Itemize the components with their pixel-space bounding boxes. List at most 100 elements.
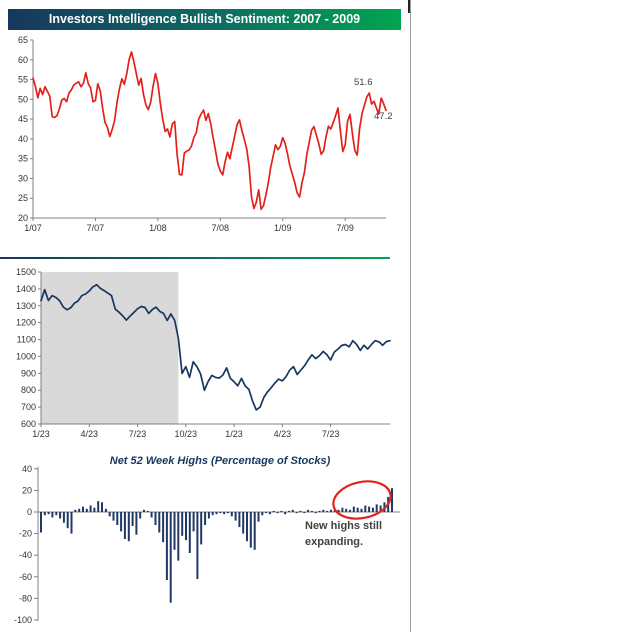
bar (333, 508, 336, 512)
bar (219, 512, 222, 514)
bar (154, 512, 157, 525)
y-tick-label: 600 (21, 419, 36, 429)
net-highs-chart-title: Net 52 Week Highs (Percentage of Stocks) (109, 455, 331, 467)
bar (371, 507, 374, 512)
bar (93, 507, 96, 512)
y-tick-label: 1100 (17, 335, 36, 345)
bar (108, 512, 111, 517)
x-tick-label: 7/07 (87, 223, 105, 233)
bar (307, 509, 310, 512)
section-divider (0, 257, 390, 259)
bar (249, 512, 252, 548)
y-tick-label: -80 (19, 593, 32, 603)
bar (104, 508, 107, 512)
bar (143, 509, 145, 512)
bar (295, 512, 298, 514)
x-tick-label: 1/09 (274, 223, 292, 233)
bar (387, 496, 390, 512)
bar (70, 512, 73, 534)
chart1-title-banner: Investors Intelligence Bullish Sentiment… (8, 9, 401, 30)
report-column: Investors Intelligence Bullish Sentiment… (0, 9, 401, 625)
x-tick-label: 4/23 (81, 429, 99, 439)
bar (265, 512, 268, 514)
bar (226, 512, 229, 514)
column-border (410, 0, 411, 632)
sentiment-peak-label: 51.6 (354, 77, 373, 88)
y-tick-label: -60 (19, 572, 32, 582)
bar (318, 510, 321, 512)
bar (150, 512, 153, 518)
bar (391, 488, 393, 512)
y-tick-label: 60 (18, 55, 28, 65)
bar (345, 508, 348, 512)
bar (43, 512, 46, 516)
y-tick-label: 20 (22, 485, 32, 495)
bar (360, 508, 363, 512)
bar (74, 509, 77, 512)
bar (200, 512, 203, 545)
bar (257, 512, 260, 522)
bar (51, 512, 54, 518)
bar (62, 512, 65, 523)
bar (310, 510, 313, 512)
bar (89, 505, 92, 512)
y-tick-label: 1400 (16, 284, 36, 294)
bar (146, 510, 149, 512)
bar (82, 506, 84, 512)
net-highs-note-line2: expanding. (305, 536, 364, 548)
bar (276, 512, 279, 514)
shaded-band (41, 272, 179, 424)
x-tick-label: 4/23 (274, 429, 292, 439)
bar (196, 512, 199, 579)
bar (112, 512, 115, 521)
bar (97, 501, 100, 512)
bar (127, 512, 130, 542)
bar (47, 512, 50, 515)
cursor-artifact (408, 0, 410, 13)
stock-index-chart: 600 700 800 900 1000 1100 1200 1300 1400 1500 1/23… (16, 267, 391, 439)
bar (280, 510, 283, 512)
stock_index-line (40, 283, 391, 411)
bar (116, 512, 119, 525)
x-tick-label: 1/23 (225, 429, 243, 439)
bar (291, 509, 294, 512)
bar (211, 512, 214, 516)
y-tick-label: 1200 (16, 318, 36, 328)
bar (383, 502, 386, 512)
y-tick-label: 800 (21, 385, 36, 395)
bar (101, 502, 103, 512)
bar (326, 510, 329, 512)
bar (78, 508, 81, 512)
y-tick-label: -40 (19, 550, 32, 560)
sentiment-last-label: 47.2 (374, 111, 393, 122)
bar (135, 512, 138, 535)
x-tick-label: 7/23 (129, 429, 147, 439)
bar (215, 512, 218, 515)
bar (314, 512, 317, 514)
bar (207, 512, 210, 519)
bar (272, 510, 275, 512)
bar (169, 512, 172, 603)
bar (165, 512, 168, 580)
bar (368, 506, 371, 512)
y-tick-label: 40 (18, 134, 28, 144)
bar (177, 512, 180, 561)
y-tick-label: 25 (18, 193, 28, 203)
x-tick-label: 1/08 (149, 223, 167, 233)
bar (173, 512, 176, 550)
bar (123, 512, 126, 539)
bar (204, 512, 207, 525)
bar (261, 512, 264, 516)
bar (85, 508, 88, 512)
bar (242, 512, 245, 534)
y-tick-label: -100 (14, 615, 32, 625)
y-tick-label: 1300 (16, 301, 36, 311)
x-tick-label: 10/23 (175, 429, 198, 439)
bar (55, 512, 58, 516)
bar (330, 509, 332, 512)
bar (223, 512, 226, 515)
y-tick-label: 20 (18, 213, 28, 223)
bar (238, 512, 241, 528)
y-tick-label: 50 (18, 94, 28, 104)
sentiment-chart: 20 25 30 35 40 45 50 55 60 65 1/07 7/07 1/08 7/08 1/09… (18, 35, 387, 233)
